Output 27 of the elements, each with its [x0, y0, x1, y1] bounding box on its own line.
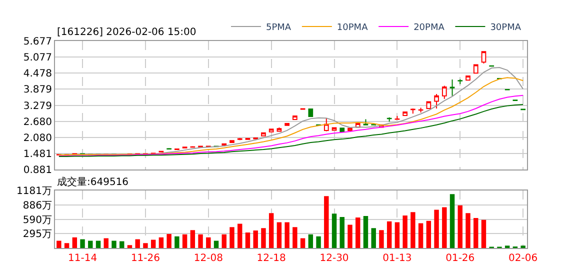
y-tick-label: 590万 [22, 214, 52, 226]
x-tick-label: 01-26 [446, 253, 475, 264]
chart-title: [161226] 2026-02-06 15:00 [57, 27, 196, 38]
x-tick-label: 12-08 [194, 253, 223, 264]
legend-label: 30PMA [490, 23, 522, 34]
x-tick-label: 12-30 [320, 253, 349, 264]
x-tick-label: 11-14 [68, 253, 98, 264]
y-tick-label: 3.279 [23, 100, 52, 112]
x-tick-label: 12-18 [256, 253, 286, 264]
y-tick-label: 5.077 [23, 52, 52, 64]
y-tick-label: 0.881 [23, 165, 52, 176]
legend-label: 5PMA [266, 23, 292, 34]
y-tick-label: 4.478 [23, 68, 52, 80]
x-tick-label: 11-26 [130, 253, 160, 264]
x-tick-label: 01-13 [382, 253, 412, 264]
y-tick-label: 1.481 [23, 149, 52, 160]
y-tick-label: 295万 [22, 229, 52, 240]
x-tick-label: 02-06 [508, 253, 538, 264]
y-tick-label: 5.677 [23, 36, 52, 48]
chart-title: 成交量:649516 [57, 176, 129, 188]
legend-label: 10PMA [336, 23, 369, 34]
legend-label: 20PMA [414, 23, 446, 34]
y-tick-label: 886万 [22, 200, 52, 212]
y-tick-label: 1181万 [16, 186, 52, 198]
y-tick-label: 2.080 [23, 132, 52, 144]
y-tick-label: 3.879 [23, 84, 52, 96]
y-tick-label: 2.680 [23, 116, 52, 128]
